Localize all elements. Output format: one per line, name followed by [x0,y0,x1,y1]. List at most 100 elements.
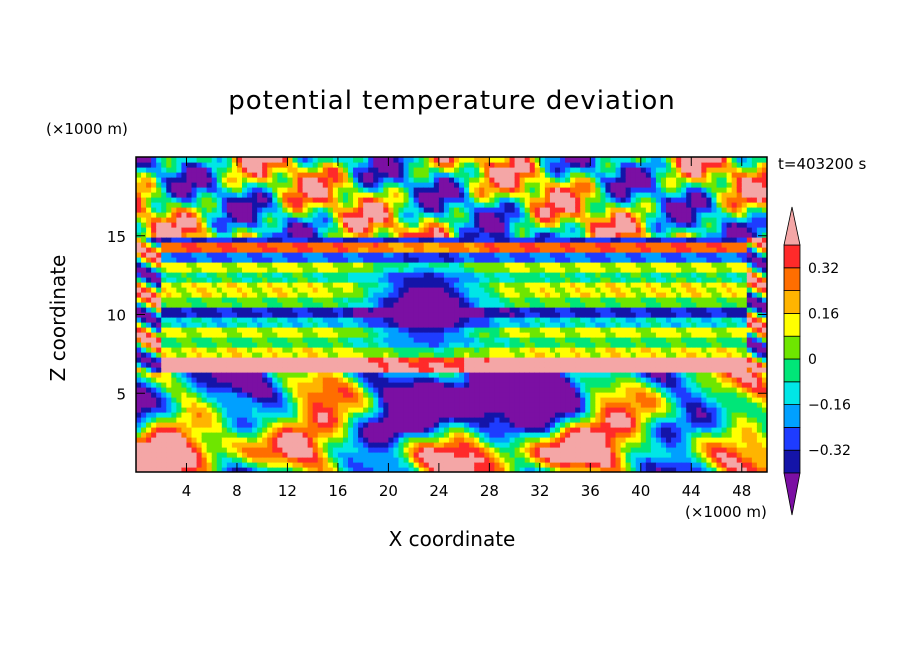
field-cell [302,302,309,308]
field-cell [171,177,177,183]
field-cell [428,467,435,472]
field-cell [292,287,299,293]
field-cell [489,187,496,193]
field-cell [378,222,384,228]
field-cell [418,442,425,448]
field-cell [221,342,228,348]
field-cell [176,302,183,308]
field-cell [358,317,364,323]
field-cell [176,157,183,163]
field-cell [474,312,480,318]
field-cell [499,192,506,198]
field-cell [242,242,248,248]
field-cell [206,297,213,303]
field-cell [443,432,450,438]
field-cell [484,182,490,188]
field-cell [509,197,516,203]
field-cell [388,172,395,178]
field-cell [136,372,142,378]
field-cell [156,427,162,433]
field-cell [519,277,526,283]
field-cell [454,327,460,333]
field-cell [428,297,435,303]
field-cell [418,407,425,413]
field-cell [418,212,425,218]
field-cell [443,212,450,218]
field-cell [161,177,167,183]
field-cell [317,437,324,443]
field-cell [252,292,258,298]
field-cell [383,447,389,453]
field-cell [226,387,233,393]
field-cell [302,422,309,428]
field-cell [448,397,455,403]
field-cell [454,377,460,383]
field-cell [146,382,152,388]
field-cell [312,237,319,243]
field-cell [211,427,218,433]
field-cell [393,342,400,348]
field-cell [136,302,142,308]
field-cell [383,327,389,333]
field-cell [353,467,359,472]
field-cell [146,347,152,353]
field-cell [191,447,198,453]
field-cell [423,447,430,453]
field-cell [176,182,183,188]
field-cell [322,182,329,188]
field-cell [383,222,389,228]
field-cell [317,172,324,178]
field-cell [479,207,485,213]
field-cell [524,192,531,198]
field-cell [161,462,167,468]
field-cell [388,182,395,188]
field-cell [393,397,400,403]
field-cell [307,307,314,313]
field-cell [342,327,349,333]
field-cell [287,242,294,248]
field-cell [231,232,238,238]
field-cell [443,252,450,258]
field-cell [378,327,384,333]
field-cell [211,272,218,278]
field-cell [292,282,299,288]
field-cell [236,317,243,323]
field-cell [428,367,435,373]
field-cell [363,207,369,213]
field-cell [247,157,253,163]
field-cell [322,462,329,468]
field-cell [317,347,324,353]
field-cell [443,287,450,293]
field-cell [272,412,278,418]
field-cell [383,397,389,403]
field-cell [464,217,470,223]
field-cell [272,302,278,308]
field-cell [201,322,208,328]
field-cell [211,347,218,353]
field-cell [141,212,147,218]
field-cell [388,272,395,278]
field-cell [151,227,157,233]
field-cell [186,422,193,428]
field-cell [151,432,157,438]
field-cell [348,442,354,448]
field-cell [418,437,425,443]
field-cell [302,332,309,338]
field-cell [292,392,299,398]
field-cell [191,312,198,318]
field-cell [247,362,253,368]
field-cell [418,432,425,438]
field-cell [247,312,253,318]
field-cell [307,227,314,233]
field-cell [161,307,167,313]
field-cell [322,232,329,238]
field-cell [277,167,283,173]
field-cell [186,232,193,238]
field-cell [312,217,319,223]
field-cell [454,162,460,168]
field-cell [474,467,480,472]
field-cell [257,412,263,418]
field-cell [398,452,405,458]
field-cell [378,277,384,283]
